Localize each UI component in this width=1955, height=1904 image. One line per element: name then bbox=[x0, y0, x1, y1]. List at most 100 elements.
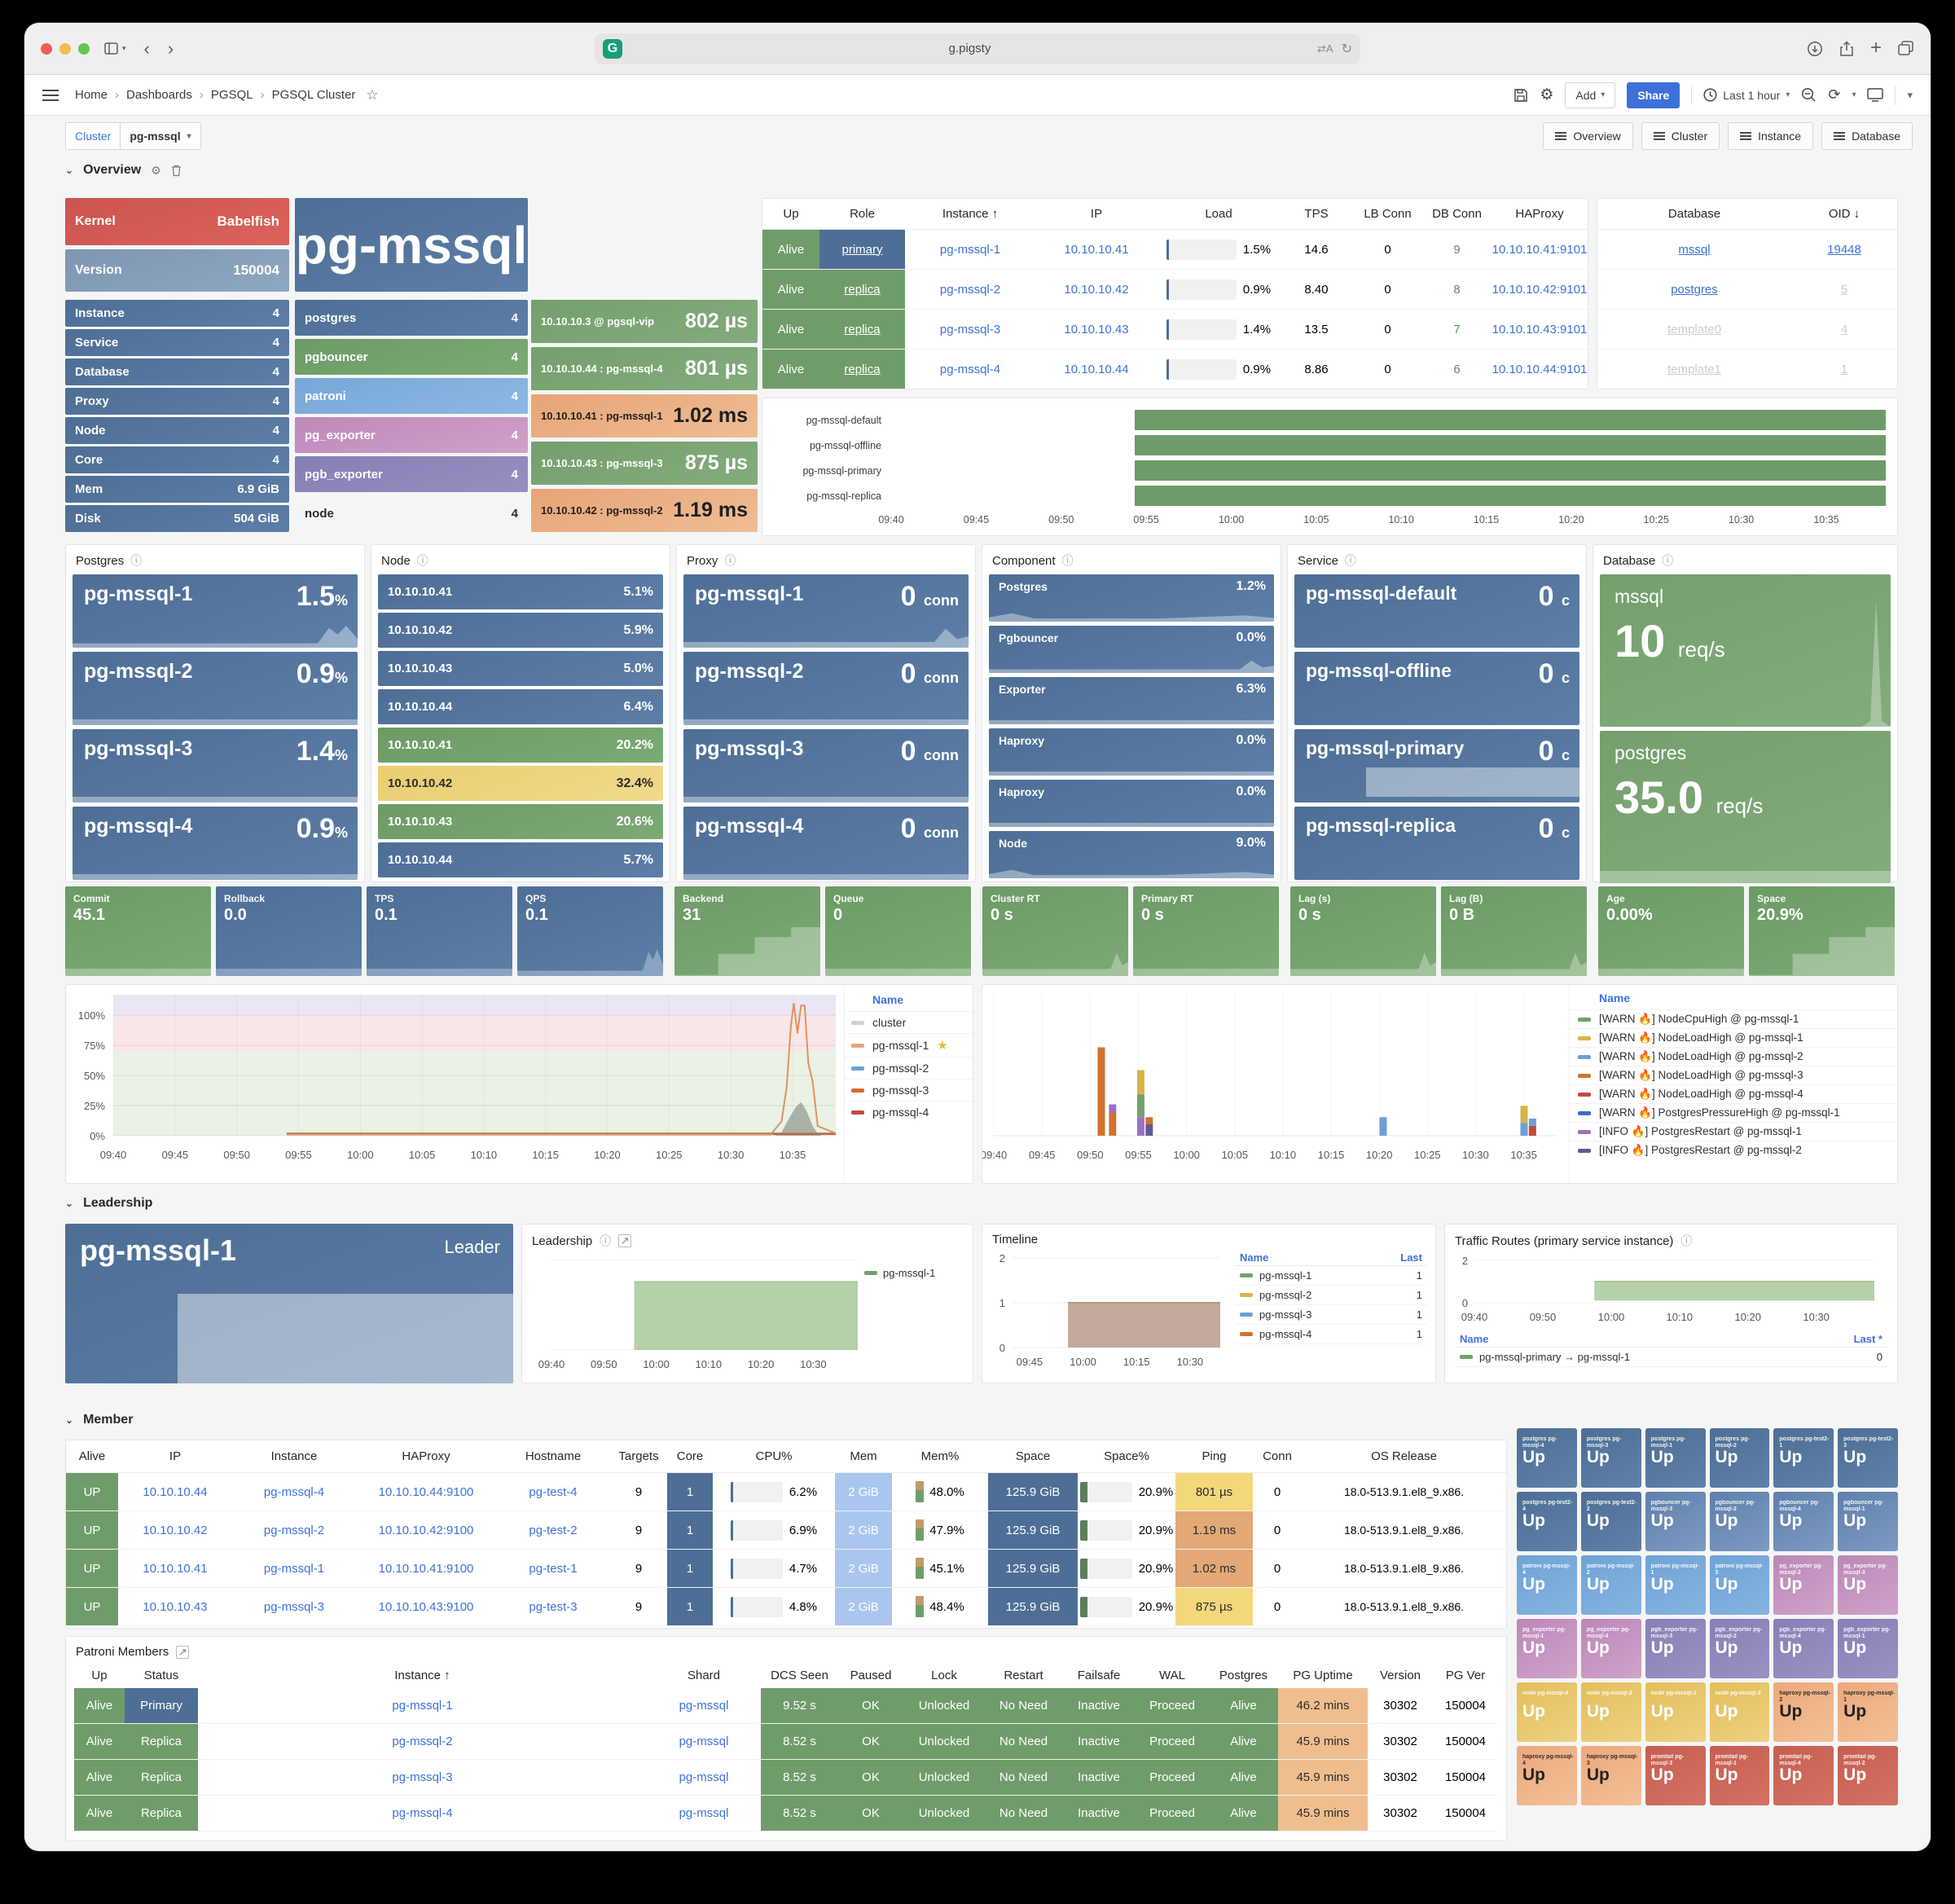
kpi-card[interactable]: Queue 0 bbox=[825, 886, 971, 976]
component-status-tile[interactable]: postgres pg-mssql-3 Up bbox=[1580, 1428, 1641, 1488]
node-metric-row[interactable]: 10.10.10.42 32.4% bbox=[378, 766, 663, 801]
view-switch-button[interactable]: Cluster bbox=[1641, 122, 1720, 150]
url-text[interactable]: g.pigsty bbox=[948, 42, 991, 55]
info-icon[interactable]: ⓘ bbox=[600, 1234, 612, 1247]
postgres-instance-cell[interactable]: pg-mssql-1 1.5% bbox=[72, 574, 358, 648]
panel-title[interactable]: Timeline bbox=[992, 1233, 1039, 1247]
column-header[interactable]: HAProxy bbox=[1515, 207, 1564, 221]
overview-stat[interactable]: Instance 4 bbox=[65, 300, 289, 327]
alert-legend-item[interactable]: [WARN 🔥] NodeLoadHigh @ pg-mssql-1 bbox=[1570, 1028, 1897, 1047]
component-metric-row[interactable]: Pgbouncer 0.0% bbox=[989, 626, 1274, 673]
close-window-button[interactable] bbox=[41, 42, 52, 55]
component-status-tile[interactable]: pgb_exporter pg-mssql-1 Up bbox=[1838, 1619, 1898, 1678]
component-status-tile[interactable]: postgres pg-mssql-4 Up bbox=[1517, 1428, 1577, 1488]
share-button[interactable]: Share bbox=[1627, 81, 1680, 108]
node-metric-row[interactable]: 10.10.10.43 5.0% bbox=[378, 651, 663, 686]
column-header[interactable]: HAProxy bbox=[402, 1449, 450, 1463]
version-stat[interactable]: Version 150004 bbox=[65, 249, 289, 292]
component-status-tile[interactable]: postgres pg-test2-2 Up bbox=[1580, 1492, 1641, 1551]
cluster-variable-dropdown[interactable]: pg-mssql ▾ bbox=[121, 122, 201, 150]
component-status-tile[interactable]: pgb_exporter pg-mssql-3 Up bbox=[1645, 1619, 1706, 1678]
settings-gear-icon[interactable]: ⚙ bbox=[1540, 86, 1554, 103]
kpi-card[interactable]: Lag (s) 0 s bbox=[1290, 886, 1436, 976]
status-track[interactable] bbox=[891, 459, 1886, 482]
alert-chart[interactable]: 09:40 09:45 09:50 09:55 10:00 10:05 10:10 10:15… bbox=[982, 985, 1569, 1181]
alert-legend-item[interactable]: [INFO 🔥] PostgresRestart @ pg-mssql-1 bbox=[1570, 1122, 1897, 1141]
column-header[interactable]: Space% bbox=[1104, 1449, 1149, 1463]
column-header[interactable]: Conn bbox=[1263, 1449, 1292, 1463]
component-status-tile[interactable]: node pg-mssql-1 Up bbox=[1645, 1682, 1706, 1742]
column-header[interactable]: Core bbox=[676, 1449, 704, 1463]
panel-title[interactable]: Node bbox=[381, 553, 411, 568]
url-bar[interactable]: G g.pigsty ⇄A ↻ bbox=[595, 33, 1360, 64]
kpi-card[interactable]: Backend 31 bbox=[674, 886, 820, 976]
breadcrumb-pgsql[interactable]: PGSQL bbox=[210, 88, 253, 102]
column-header[interactable]: Shard bbox=[687, 1668, 721, 1682]
instance-link[interactable]: pg-mssql-4 bbox=[392, 1806, 453, 1820]
info-icon[interactable]: ⓘ bbox=[130, 554, 143, 567]
column-header[interactable]: Instance ↑ bbox=[394, 1668, 450, 1682]
overview-stat[interactable]: Service 4 bbox=[65, 329, 289, 356]
shard-link[interactable]: pg-mssql bbox=[679, 1699, 729, 1713]
component-status-tile[interactable]: postgres pg-mssql-2 Up bbox=[1709, 1428, 1770, 1488]
timeline-legend-item[interactable]: pg-mssql-1 1 bbox=[1235, 1266, 1427, 1286]
component-count[interactable]: pgbouncer 4 bbox=[295, 339, 528, 375]
collapse-caret-icon[interactable]: ⌄ bbox=[65, 1414, 74, 1426]
component-status-tile[interactable]: pgbouncer pg-mssql-1 Up bbox=[1838, 1492, 1898, 1551]
column-header[interactable]: DB Conn bbox=[1432, 207, 1482, 221]
column-header[interactable]: Failsafe bbox=[1077, 1668, 1121, 1682]
timeline-legend-item[interactable]: pg-mssql-3 1 bbox=[1235, 1305, 1427, 1325]
row-delete-trash-icon[interactable] bbox=[171, 165, 182, 177]
component-count[interactable]: pgb_exporter 4 bbox=[295, 456, 528, 492]
component-status-tile[interactable]: haproxy pg-mssql-4 Up bbox=[1517, 1746, 1577, 1805]
kernel-stat[interactable]: Kernel Babelfish bbox=[65, 198, 289, 245]
database-qps-cell[interactable]: postgres 35.0 req/s bbox=[1600, 731, 1891, 883]
ip-link[interactable]: 10.10.10.42 bbox=[1064, 282, 1129, 297]
postgres-instance-cell[interactable]: pg-mssql-3 1.4% bbox=[72, 729, 358, 802]
component-status-tile[interactable]: pg_exporter pg-mssql-2 Up bbox=[1773, 1555, 1834, 1615]
alert-legend-item[interactable]: [WARN 🔥] PostgresPressureHigh @ pg-mssql… bbox=[1570, 1103, 1897, 1122]
ip-link[interactable]: 10.10.10.42 bbox=[143, 1523, 208, 1537]
breadcrumb-home[interactable]: Home bbox=[75, 88, 108, 102]
reload-icon[interactable]: ↻ bbox=[1341, 42, 1352, 56]
column-header[interactable]: WAL bbox=[1159, 1668, 1185, 1682]
component-status-tile[interactable]: haproxy pg-mssql-3 Up bbox=[1580, 1746, 1641, 1805]
hostname-link[interactable]: pg-test-2 bbox=[529, 1523, 578, 1537]
external-link-icon[interactable]: ↗ bbox=[618, 1234, 632, 1247]
overview-stat[interactable]: Node 4 bbox=[65, 417, 289, 444]
haproxy-link[interactable]: 10.10.10.44:9100 bbox=[378, 1484, 474, 1499]
overview-stat[interactable]: Disk 504 GiB bbox=[65, 505, 289, 532]
column-header[interactable]: Instance ↑ bbox=[942, 207, 999, 221]
instance-link[interactable]: pg-mssql-2 bbox=[392, 1735, 453, 1748]
service-cell[interactable]: pg-mssql-replica 0 c bbox=[1294, 807, 1579, 880]
alert-legend-item[interactable]: [WARN 🔥] NodeLoadHigh @ pg-mssql-3 bbox=[1570, 1066, 1897, 1084]
component-metric-row[interactable]: Postgres 1.2% bbox=[989, 574, 1274, 622]
service-cell[interactable]: pg-mssql-offline 0 c bbox=[1294, 652, 1579, 725]
overview-stat[interactable]: Database 4 bbox=[65, 358, 289, 385]
instance-link[interactable]: pg-mssql-3 bbox=[939, 322, 1001, 336]
node-metric-row[interactable]: 10.10.10.42 5.9% bbox=[378, 613, 663, 648]
panel-title[interactable]: Service bbox=[1298, 553, 1339, 568]
load-chart[interactable]: 09:40 09:45 09:50 09:55 10:00 10:05 10:10 10:15… bbox=[66, 985, 844, 1181]
column-header[interactable]: Paused bbox=[850, 1668, 892, 1682]
ip-link[interactable]: 10.10.10.41 bbox=[143, 1561, 208, 1576]
component-status-tile[interactable]: postgres pg-mssql-1 Up bbox=[1645, 1428, 1706, 1488]
column-header[interactable]: IP bbox=[1090, 207, 1103, 221]
column-header[interactable]: PG Ver bbox=[1445, 1668, 1486, 1682]
info-icon[interactable]: ⓘ bbox=[1061, 554, 1074, 567]
role-cell[interactable]: replica bbox=[819, 270, 905, 309]
timeline-chart[interactable]: 2 1 0 09:45 10:00 10:15 10:30 bbox=[982, 1250, 1227, 1372]
instance-link[interactable]: pg-mssql-2 bbox=[939, 282, 1001, 297]
component-count[interactable]: patroni 4 bbox=[295, 378, 528, 414]
component-status-tile[interactable]: promtail pg-mssql-3 Up bbox=[1645, 1746, 1706, 1805]
proxy-instance-cell[interactable]: pg-mssql-1 0 conn bbox=[683, 574, 969, 648]
info-icon[interactable]: ⓘ bbox=[1345, 554, 1357, 567]
haproxy-link[interactable]: 10.10.10.41:9100 bbox=[378, 1561, 474, 1576]
column-header[interactable]: Role bbox=[850, 207, 875, 221]
status-track[interactable] bbox=[891, 433, 1886, 457]
latency-stat[interactable]: 10.10.10.43 : pg-mssql-3 875 µs bbox=[531, 442, 758, 485]
component-status-tile[interactable]: pgbouncer pg-mssql-4 Up bbox=[1773, 1492, 1834, 1551]
instance-link[interactable]: pg-mssql-3 bbox=[392, 1770, 453, 1784]
shard-link[interactable]: pg-mssql bbox=[679, 1770, 729, 1784]
node-metric-row[interactable]: 10.10.10.41 5.1% bbox=[378, 574, 663, 609]
